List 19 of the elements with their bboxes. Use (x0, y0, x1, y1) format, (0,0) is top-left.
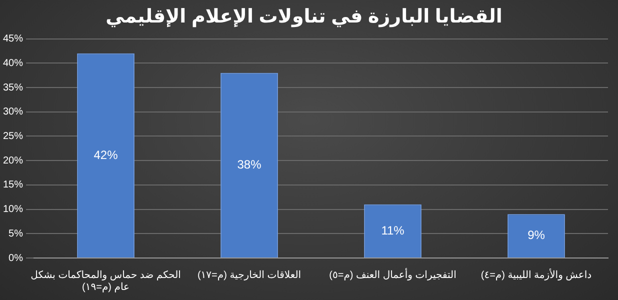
x-tick-label: العلاقات الخارجية (م=١٧) (197, 270, 302, 281)
y-tick-label: 35% (3, 82, 24, 94)
y-tick-label: 10% (3, 204, 24, 216)
data-label: 11% (381, 223, 405, 238)
data-label: 42% (94, 148, 118, 162)
x-tick-label: التفجيرات وأعمال العنف (م=٥) (329, 268, 456, 281)
data-label: 38% (237, 158, 262, 172)
chart-title: القضايا البارزة في تناولات الإعلام الإقليمي (106, 6, 502, 28)
y-tick-label: 5% (8, 228, 24, 240)
y-tick-label: 40% (3, 58, 24, 69)
x-tick-label: الحكم ضد حماس والمحاكمات بشكل عام (م=١٩) (30, 270, 181, 293)
x-tick-label: داعش والأزمة الليبية (م=٤) (480, 268, 592, 281)
y-tick-label: 45% (3, 34, 24, 45)
data-label: 9% (528, 228, 546, 242)
y-tick-label: 15% (3, 180, 24, 191)
y-tick-label: 20% (3, 155, 24, 166)
y-tick-label: 0% (8, 252, 24, 264)
y-tick-label: 30% (3, 106, 24, 118)
y-tick-label: 25% (3, 130, 24, 142)
